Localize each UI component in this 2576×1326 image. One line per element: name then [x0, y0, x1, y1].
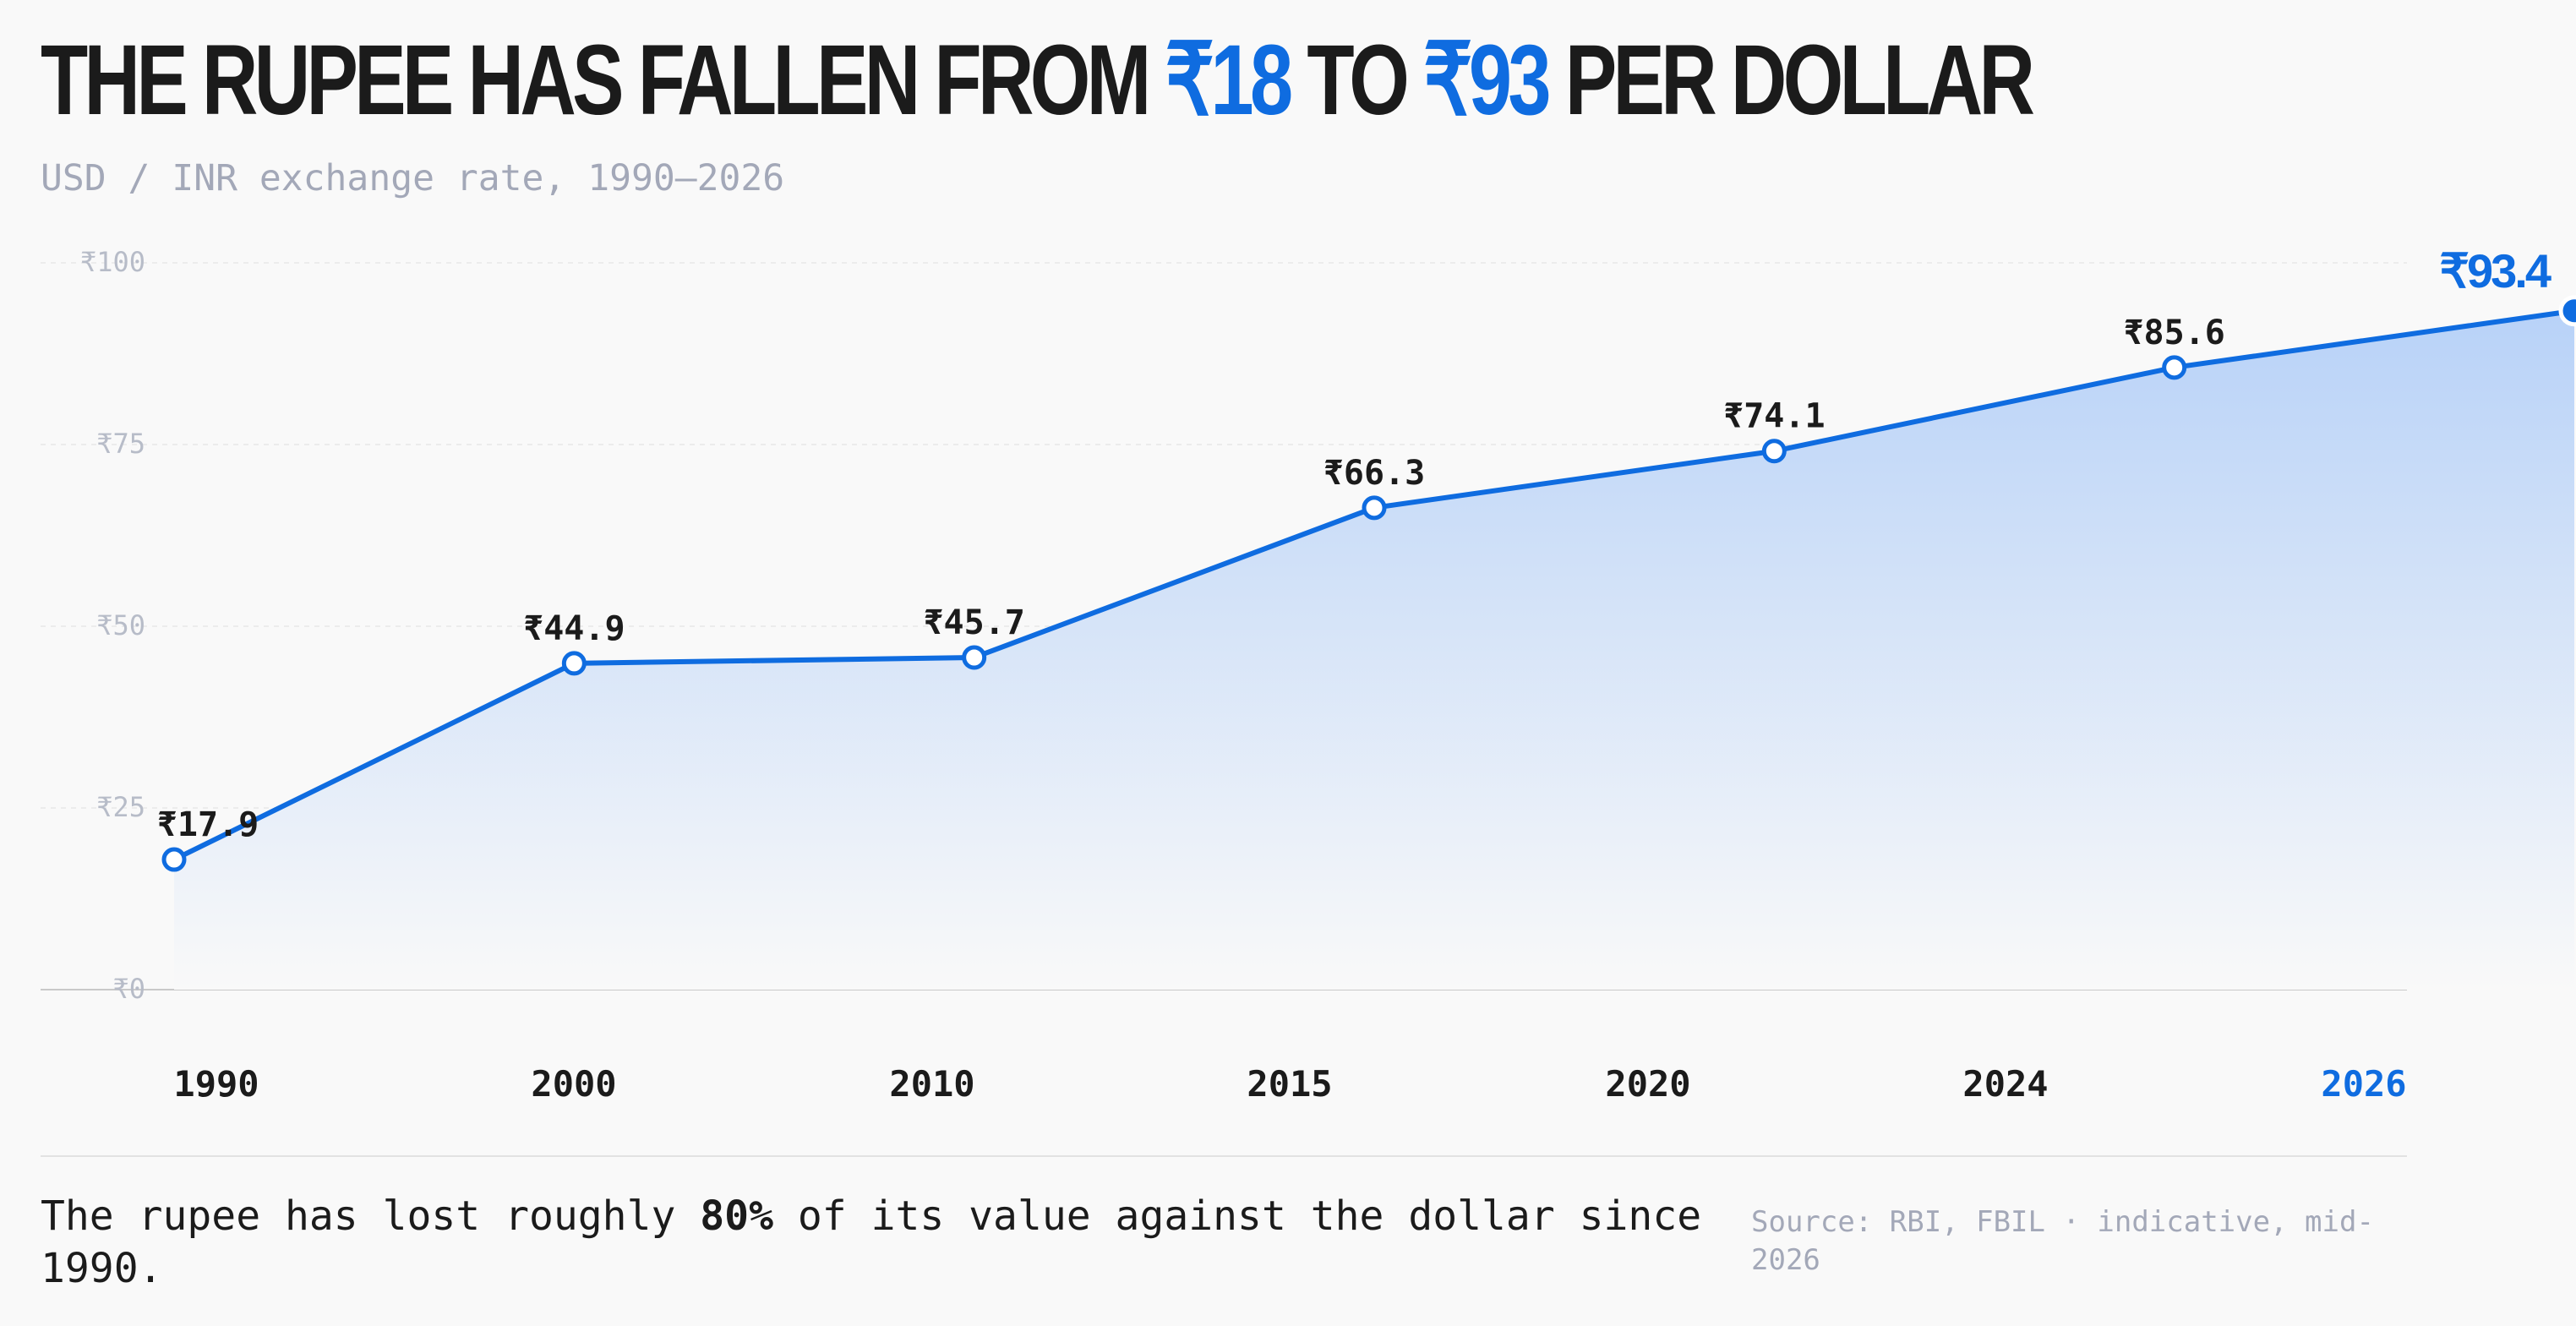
- data-point-2024: [2162, 355, 2187, 380]
- footnote-highlight: 80%: [700, 1192, 773, 1240]
- footnote-pre: The rupee has lost roughly: [41, 1192, 701, 1240]
- y-tick-label: ₹100: [80, 246, 145, 278]
- title-mid: to: [1289, 25, 1424, 136]
- x-tick-label-2024: 2024: [1962, 1063, 2048, 1105]
- y-tick-label: ₹25: [96, 791, 145, 823]
- x-tick-label-2000: 2000: [531, 1063, 616, 1105]
- x-axis-ticks: 1990 2000 2010 2015 2020 2024 2026: [173, 1063, 2406, 1105]
- data-point-2026: [2558, 295, 2576, 327]
- title-post: per dollar: [1547, 25, 2035, 136]
- chart-title: The rupee has fallen from ₹18 to ₹93 per…: [41, 25, 2035, 136]
- data-point-2010: [962, 645, 987, 670]
- footer-divider: [41, 1155, 2407, 1157]
- y-tick-label: ₹0: [112, 973, 145, 1005]
- title-pre: The rupee has fallen from: [41, 25, 1165, 136]
- data-label-2024: ₹85.6: [2123, 314, 2224, 352]
- data-point-1990: [161, 847, 187, 872]
- data-points: [161, 295, 2576, 872]
- x-tick-label-2020: 2020: [1605, 1063, 1690, 1105]
- data-label-1990: ₹17.9: [157, 805, 259, 844]
- footnote-post: of its value against the dollar since 19…: [41, 1192, 1702, 1292]
- title-to-value: ₹93: [1423, 25, 1552, 136]
- data-labels: ₹17.9 ₹44.9 ₹45.7 ₹66.3 ₹74.1 ₹85.6 ₹93.4: [157, 244, 2554, 844]
- footnote: The rupee has lost roughly 80% of its va…: [41, 1190, 1731, 1295]
- y-tick-label: ₹50: [96, 609, 145, 641]
- data-point-2015: [1362, 495, 1387, 521]
- x-tick-label-2015: 2015: [1247, 1063, 1332, 1105]
- title-from-value: ₹18: [1165, 25, 1294, 136]
- data-label-2020: ₹74.1: [1723, 397, 1825, 436]
- data-point-2020: [1761, 439, 1787, 464]
- data-label-2026: ₹93.4: [2439, 244, 2551, 297]
- data-label-2000: ₹44.9: [523, 609, 625, 648]
- source-note: Source: RBI, FBIL · indicative, mid-2026: [1751, 1205, 2374, 1277]
- area-fill: [174, 310, 2574, 990]
- data-point-2000: [561, 651, 587, 676]
- x-tick-label-1990: 1990: [173, 1063, 259, 1105]
- x-tick-label-2026: 2026: [2321, 1063, 2406, 1105]
- data-label-2010: ₹45.7: [923, 603, 1024, 642]
- y-tick-label: ₹75: [96, 428, 145, 460]
- area-path: [174, 310, 2574, 990]
- x-tick-label-2010: 2010: [889, 1063, 974, 1105]
- chart-subtitle: USD / INR exchange rate, 1990–2026: [41, 157, 785, 199]
- data-label-2015: ₹66.3: [1323, 454, 1425, 493]
